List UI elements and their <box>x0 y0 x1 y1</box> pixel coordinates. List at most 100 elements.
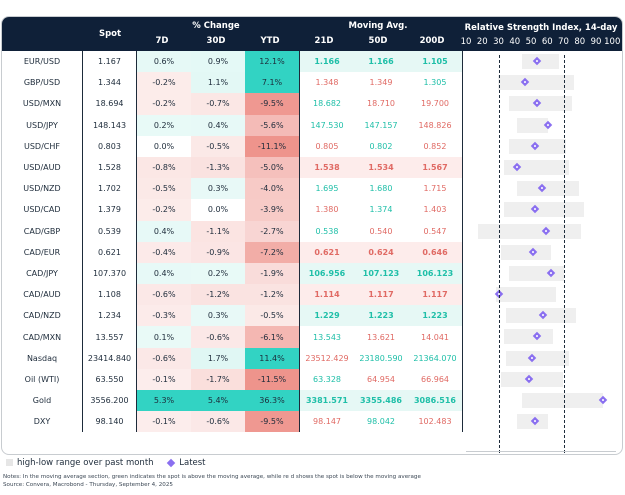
moving-avg-50d: 1.374 <box>369 205 393 215</box>
table-row: CAD/JPY 107.370 0.4% 0.2% -1.9% 106.956 107.12… <box>2 262 621 285</box>
moving-avg-21d: 106.956 <box>299 262 354 285</box>
change-7d: 0.6% <box>136 51 191 73</box>
pair-name: CAD/MXN <box>2 326 83 348</box>
rsi-tick-label: 20 <box>476 37 488 47</box>
rsi-range-bar <box>504 329 553 345</box>
moving-avg-50d: 0.802 <box>369 141 393 151</box>
rsi-cell <box>463 221 622 242</box>
change-30d: -0.9% <box>191 241 245 263</box>
moving-avg-21d: 1.348 <box>315 78 339 88</box>
change-30d: -0.7% <box>191 93 245 115</box>
moving-avg-50d: 107.123 <box>354 262 408 285</box>
moving-avg-21d: 98.147 <box>313 417 341 427</box>
change-ytd: -2.7% <box>245 220 300 242</box>
moving-avg-200d: 1.117 <box>408 284 463 306</box>
rsi-tick-label: 100 <box>604 37 621 47</box>
rsi-cell <box>463 157 622 178</box>
change-7d: 0.4% <box>136 262 191 285</box>
spot-value: 0.803 <box>82 135 137 157</box>
rsi-cell <box>463 326 622 347</box>
rsi-tick-label: 70 <box>558 37 569 47</box>
moving-avg-50d: 1.534 <box>354 156 408 179</box>
moving-avg-21d: 3381.571 <box>299 390 354 412</box>
change-ytd: -3.9% <box>245 199 300 221</box>
table-row: CAD/GBP 0.539 0.4% -1.1% -2.7% 0.538 0.540 0.54… <box>2 220 622 242</box>
change-ytd: 7.1% <box>245 72 300 94</box>
table-row: Nasdaq 23414.840 -0.6% 1.7% 11.4% 23512.429 23… <box>2 347 622 369</box>
spot-value: 98.140 <box>82 411 137 433</box>
moving-avg-50d: 3355.486 <box>354 390 408 412</box>
rsi-cell <box>463 115 622 136</box>
table-row: CAD/MXN 13.557 0.1% -0.6% -6.1% 13.543 13.621 1… <box>2 326 622 348</box>
spot-value: 107.370 <box>82 262 137 285</box>
change-ytd: -9.5% <box>245 93 300 115</box>
rsi-cell <box>463 51 622 72</box>
pair-name: USD/CHF <box>2 135 83 157</box>
moving-avg-21d: 1.114 <box>299 284 354 306</box>
rsi-axis-line <box>466 451 616 452</box>
change-30d: -1.3% <box>191 156 245 179</box>
table-row: Gold 3556.200 5.3% 5.4% 36.3% 3381.571 3355.48… <box>2 390 621 412</box>
rsi-tick-label: 90 <box>590 37 602 47</box>
rsi-range-bar <box>522 393 604 408</box>
spot-value: 148.143 <box>82 114 137 136</box>
table-row: CAD/NZD 1.234 -0.3% 0.3% -0.5% 1.229 1.223 1.22… <box>2 305 621 327</box>
change-ytd: 11.4% <box>245 347 300 369</box>
moving-avg-21d: 23512.429 <box>305 353 349 363</box>
moving-avg-200d: 1.715 <box>408 178 463 200</box>
change-7d: -0.1% <box>136 368 191 390</box>
change-7d: -0.4% <box>136 241 191 263</box>
rsi-range-bar <box>497 75 574 91</box>
table-row: DXY 98.140 -0.1% -0.6% -9.5% 98.147 98.042 102.… <box>2 411 621 433</box>
header-30d: 30D <box>206 36 226 46</box>
rsi-cell <box>463 348 622 369</box>
table-row: CAD/AUD 1.108 -0.6% -1.2% -1.2% 1.114 1.117 1.1… <box>2 284 622 306</box>
rsi-tick-label: 80 <box>574 37 586 47</box>
pair-name: USD/JPY <box>2 114 83 136</box>
fx-dashboard-panel: Spot % Change 7D 30D YTD Moving Avg. 21D… <box>1 16 623 455</box>
moving-avg-200d: 66.964 <box>408 368 463 390</box>
header-pct-change: % Change <box>192 21 240 31</box>
rsi-cell <box>463 284 622 305</box>
rsi-range-bar <box>478 223 581 239</box>
moving-avg-200d: 21364.070 <box>408 347 463 369</box>
change-7d: -0.5% <box>136 178 191 200</box>
pair-name: USD/MXN <box>2 93 83 115</box>
change-7d: -0.2% <box>136 199 191 221</box>
change-30d: -0.6% <box>191 326 245 348</box>
spot-value: 1.528 <box>82 156 137 179</box>
table-row: Oil (WTI) 63.550 -0.1% -1.7% -11.5% 63.328 64.… <box>2 368 621 390</box>
moving-avg-50d: 13.621 <box>367 332 395 342</box>
moving-avg-200d: 0.547 <box>408 220 463 242</box>
moving-avg-50d: 147.157 <box>364 120 398 130</box>
change-ytd: -6.1% <box>245 326 300 348</box>
rsi-tick-label: 30 <box>493 37 504 47</box>
change-30d: 0.3% <box>191 305 245 327</box>
table-row: USD/CAD 1.379 -0.2% 0.0% -3.9% 1.380 1.374 1.40… <box>2 199 621 221</box>
spot-value: 18.694 <box>82 93 137 115</box>
moving-avg-21d: 147.530 <box>310 120 344 130</box>
spot-value: 1.344 <box>82 72 137 94</box>
rsi-cell <box>463 136 622 157</box>
moving-avg-21d: 63.328 <box>313 374 341 384</box>
header-spot: Spot <box>98 29 122 39</box>
moving-avg-200d: 0.852 <box>408 135 463 157</box>
pair-name: USD/AUD <box>2 156 83 179</box>
change-7d: -0.6% <box>136 347 191 369</box>
pair-name: CAD/JPY <box>2 262 83 285</box>
change-7d: -0.2% <box>136 93 191 115</box>
spot-value: 1.108 <box>82 284 137 306</box>
change-ytd: -9.5% <box>245 411 300 433</box>
header-21d: 21D <box>314 36 334 46</box>
table-row: USD/MXN 18.694 -0.2% -0.7% -9.5% 18.682 18.710… <box>2 93 621 115</box>
change-ytd: -11.5% <box>245 368 300 390</box>
table-row: USD/CHF 0.803 0.0% -0.5% -11.1% 0.805 0.802 0.8… <box>2 135 622 157</box>
change-ytd: -4.0% <box>245 178 300 200</box>
moving-avg-21d: 0.538 <box>315 226 339 236</box>
change-ytd: -7.2% <box>245 241 300 263</box>
latest-legend-label: Latest <box>179 458 206 468</box>
change-ytd: -1.9% <box>245 262 300 285</box>
change-7d: -0.8% <box>136 156 191 179</box>
moving-avg-200d: 3086.516 <box>408 390 463 412</box>
change-7d: 0.1% <box>136 326 191 348</box>
